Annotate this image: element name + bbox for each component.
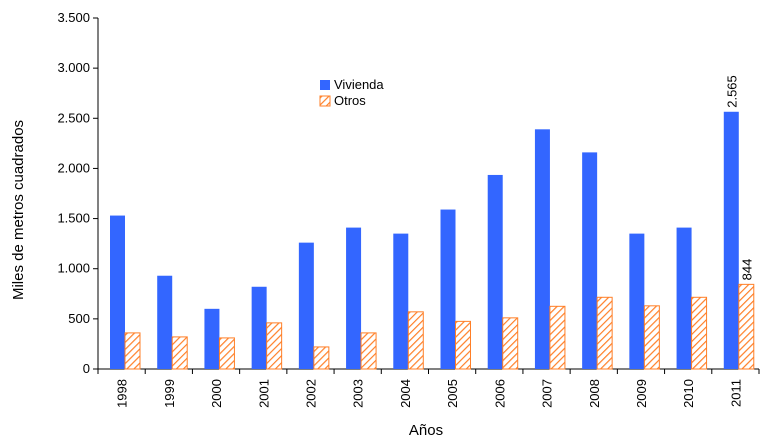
- bar-vivienda: [629, 233, 645, 369]
- data-label: 2.565: [724, 75, 739, 108]
- legend: Vivienda Otros: [319, 77, 384, 108]
- bar-vivienda: [582, 152, 598, 369]
- bar-otros: [549, 305, 566, 370]
- bar-vivienda: [723, 111, 739, 369]
- x-tick-label: 2003: [351, 379, 366, 408]
- bar-vivienda: [487, 174, 503, 369]
- x-tick-label: 2006: [492, 379, 507, 408]
- bar-otros: [643, 305, 660, 370]
- bar-otros: [360, 332, 377, 370]
- y-tick-label: 3.500: [57, 10, 90, 25]
- bar-otros: [124, 332, 141, 370]
- x-tick-label: 2009: [634, 379, 649, 408]
- bar-vivienda: [298, 242, 314, 369]
- y-tick-label: 1.500: [57, 211, 90, 226]
- bar-otros: [738, 283, 755, 370]
- x-tick-label: 2001: [256, 379, 271, 408]
- legend-swatch-otros: [319, 95, 331, 107]
- bar-otros: [691, 296, 708, 370]
- legend-label-vivienda: Vivienda: [334, 77, 384, 92]
- y-tick-label: 0: [83, 361, 90, 376]
- x-tick-label: 2000: [209, 379, 224, 408]
- bar-otros: [266, 322, 283, 370]
- bar-otros: [455, 320, 471, 370]
- x-tick-label: 2004: [398, 379, 413, 408]
- bar-otros: [218, 337, 235, 370]
- plot-area: 0 500 1.000 1.500 2.000 2.500 3.000 3.500 1998 19…: [57, 10, 760, 408]
- x-axis-title: Años: [409, 422, 443, 439]
- bar-otros: [313, 346, 330, 370]
- bar-otros: [502, 317, 519, 370]
- bar-vivienda: [440, 209, 456, 369]
- legend-swatch-vivienda: [320, 80, 330, 90]
- x-tick-label: 2005: [445, 379, 460, 408]
- x-tick-label: 1999: [162, 379, 177, 408]
- bar-vivienda: [393, 233, 409, 369]
- bar-vivienda: [157, 275, 173, 369]
- y-tick-label: 2.000: [57, 160, 90, 175]
- bar-vivienda: [204, 308, 220, 369]
- x-tick-label: 2007: [540, 379, 555, 408]
- bar-otros: [171, 336, 188, 370]
- y-tick-label: 500: [68, 311, 90, 326]
- bar-otros: [407, 311, 424, 370]
- y-axis-title: Miles de metros cuadrados: [10, 120, 27, 300]
- x-tick-label: 2002: [303, 379, 318, 408]
- x-tick-label: 2011: [728, 379, 743, 407]
- x-tick-label: 2008: [587, 379, 602, 408]
- y-tick-label: 2.500: [57, 110, 90, 125]
- bar-vivienda: [534, 129, 550, 369]
- y-tick-label: 3.000: [57, 60, 90, 75]
- bar-vivienda: [676, 227, 692, 369]
- data-label: 844: [739, 259, 754, 281]
- x-tick-label: 1998: [115, 379, 130, 408]
- x-tick-label: 2010: [681, 379, 696, 408]
- bar-vivienda: [346, 227, 362, 369]
- legend-label-otros: Otros: [334, 93, 366, 108]
- bar-vivienda: [110, 215, 125, 369]
- y-tick-label: 1.000: [57, 261, 90, 276]
- bar-otros: [596, 296, 613, 370]
- bar-vivienda: [251, 286, 267, 369]
